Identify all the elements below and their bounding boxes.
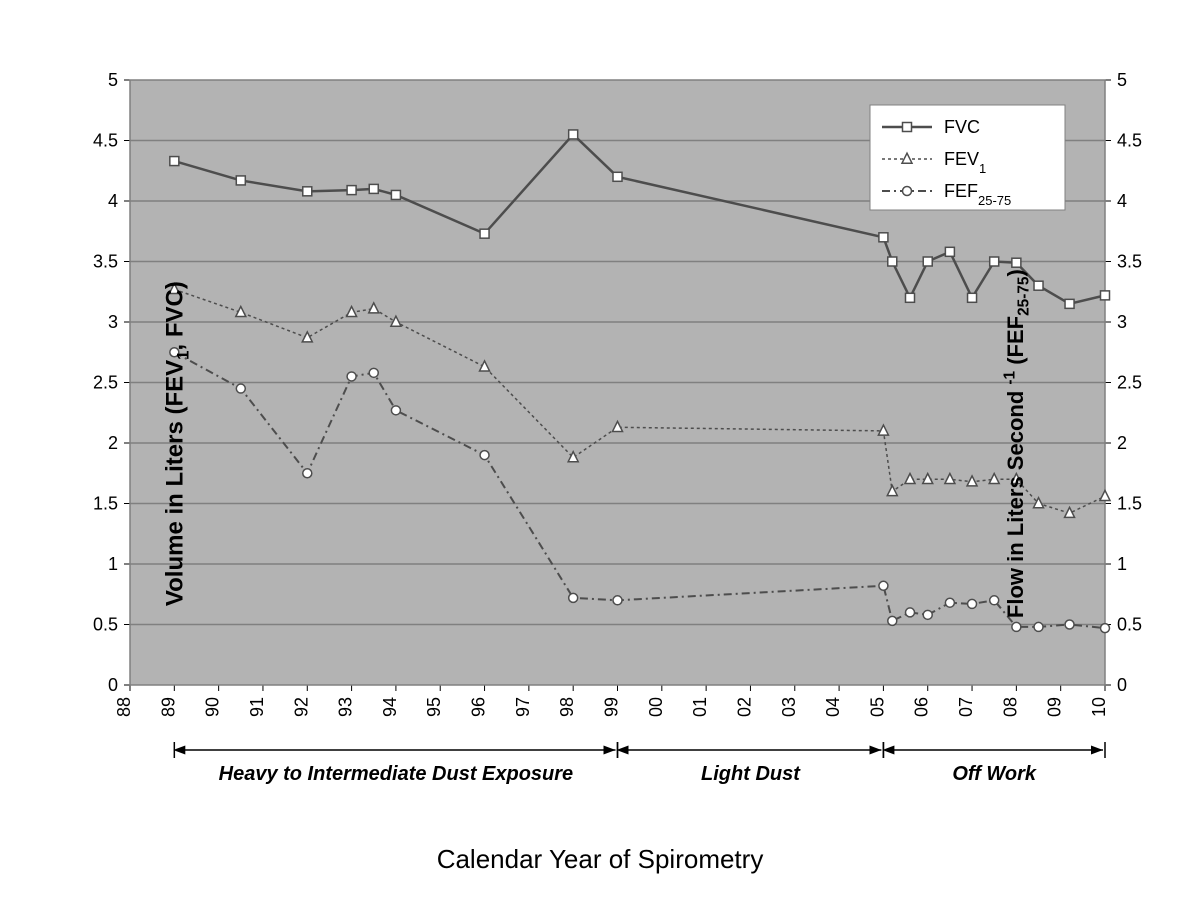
svg-text:4: 4: [1117, 191, 1127, 211]
y-axis-right-label: Flow in Liters Second -1 (FEF25-75): [1002, 269, 1034, 618]
svg-text:94: 94: [380, 697, 400, 717]
svg-text:01: 01: [690, 697, 710, 717]
svg-text:0: 0: [108, 675, 118, 695]
svg-text:0.5: 0.5: [93, 615, 118, 635]
svg-text:1: 1: [108, 554, 118, 574]
svg-text:1: 1: [1117, 554, 1127, 574]
svg-text:98: 98: [557, 697, 577, 717]
x-axis-label: Calendar Year of Spirometry: [437, 844, 764, 875]
svg-text:Heavy to Intermediate Dust Exp: Heavy to Intermediate Dust Exposure: [219, 763, 574, 785]
svg-text:09: 09: [1045, 697, 1065, 717]
svg-text:96: 96: [469, 697, 489, 717]
svg-text:3.5: 3.5: [93, 252, 118, 272]
svg-text:90: 90: [203, 697, 223, 717]
svg-text:Light Dust: Light Dust: [701, 763, 801, 785]
svg-text:FVC: FVC: [944, 117, 980, 137]
svg-text:89: 89: [158, 697, 178, 717]
svg-text:00: 00: [646, 697, 666, 717]
svg-text:0.5: 0.5: [1117, 615, 1142, 635]
svg-text:06: 06: [912, 697, 932, 717]
svg-text:07: 07: [956, 697, 976, 717]
svg-text:3: 3: [108, 312, 118, 332]
svg-text:1.5: 1.5: [1117, 494, 1142, 514]
svg-text:3: 3: [1117, 312, 1127, 332]
svg-text:02: 02: [734, 697, 754, 717]
svg-text:2: 2: [1117, 433, 1127, 453]
svg-text:88: 88: [114, 697, 134, 717]
svg-text:92: 92: [291, 697, 311, 717]
svg-text:91: 91: [247, 697, 267, 717]
svg-text:08: 08: [1000, 697, 1020, 717]
svg-text:2: 2: [108, 433, 118, 453]
svg-text:1.5: 1.5: [93, 494, 118, 514]
svg-text:3.5: 3.5: [1117, 252, 1142, 272]
svg-text:5: 5: [108, 70, 118, 90]
svg-text:04: 04: [823, 697, 843, 717]
svg-text:Off Work: Off Work: [952, 763, 1037, 785]
svg-text:2.5: 2.5: [93, 373, 118, 393]
svg-text:4.5: 4.5: [93, 131, 118, 151]
svg-text:93: 93: [336, 697, 356, 717]
y-axis-left-label: Volume in Liters (FEV1, FVC): [162, 281, 194, 606]
svg-text:95: 95: [424, 697, 444, 717]
svg-text:5: 5: [1117, 70, 1127, 90]
svg-text:4.5: 4.5: [1117, 131, 1142, 151]
spirometry-chart: Volume in Liters (FEV1, FVC) Flow in Lit…: [0, 0, 1200, 900]
svg-text:03: 03: [779, 697, 799, 717]
svg-text:05: 05: [867, 697, 887, 717]
svg-text:97: 97: [513, 697, 533, 717]
svg-text:2.5: 2.5: [1117, 373, 1142, 393]
svg-text:0: 0: [1117, 675, 1127, 695]
svg-text:10: 10: [1089, 697, 1109, 717]
svg-text:99: 99: [602, 697, 622, 717]
svg-text:4: 4: [108, 191, 118, 211]
